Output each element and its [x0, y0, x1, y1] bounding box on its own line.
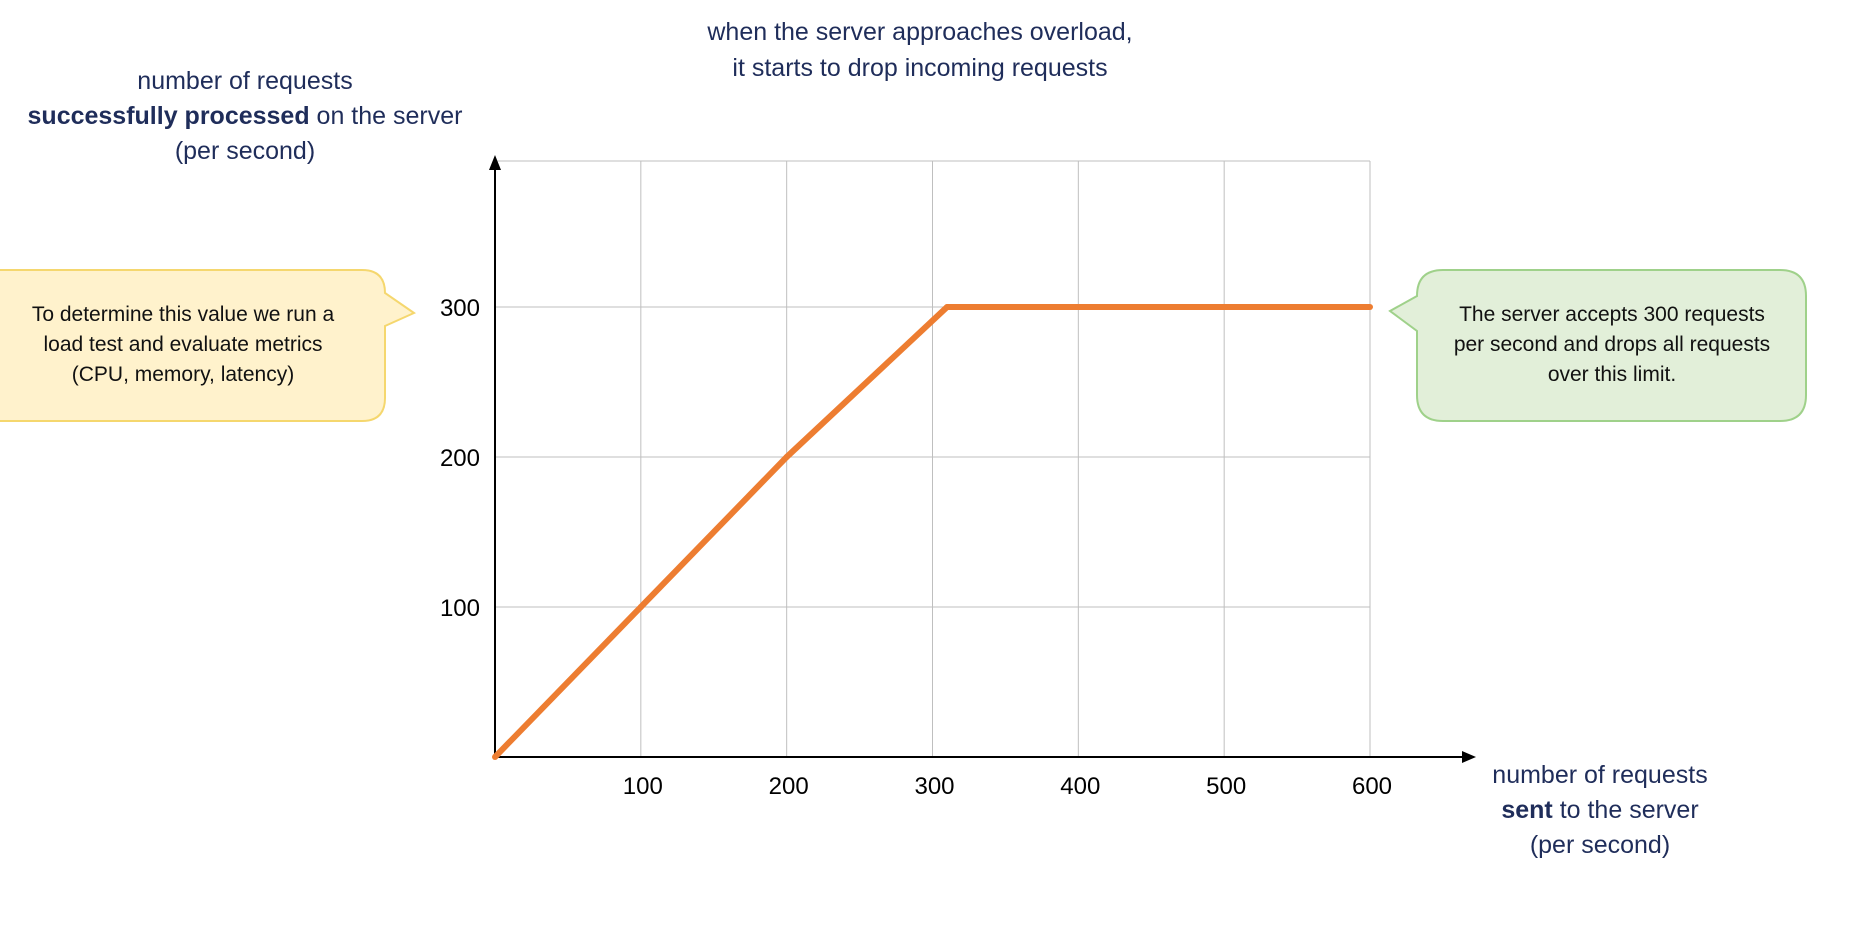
y-axis-arrow — [489, 155, 501, 170]
data-point-0-2 — [783, 454, 790, 460]
x-tick-label-300: 300 — [914, 773, 954, 800]
data-point-0-5 — [1221, 304, 1228, 310]
y-axis-label: number of requests successfully processe… — [10, 64, 480, 169]
y-tick-label-200: 200 — [440, 445, 480, 472]
series-layer — [492, 304, 1373, 760]
data-point-0-3 — [944, 304, 951, 310]
right-callout-line2: per second and drops all requests — [1453, 333, 1771, 356]
x-tick-label-500: 500 — [1206, 773, 1246, 800]
y-axis-label-bold: successfully processed — [27, 102, 310, 130]
x-axis-label-line2: sent to the server — [1450, 793, 1750, 828]
data-point-0-4 — [1075, 304, 1082, 310]
x-tick-label-400: 400 — [1060, 773, 1100, 800]
left-callout-line3: (CPU, memory, latency) — [71, 363, 295, 386]
left-callout-bubble — [0, 269, 417, 422]
x-axis-label-line3: (per second) — [1529, 831, 1671, 859]
tick-labels: 100 200 300 400 500 600 100 200 300 — [440, 295, 1392, 800]
left-callout-line1: To determine this value we run a — [31, 303, 335, 326]
grid — [495, 160, 1371, 757]
x-tick-label-200: 200 — [769, 773, 809, 800]
y-axis-label-line2: successfully processed on the server — [10, 99, 480, 134]
y-tick-label-300: 300 — [440, 295, 480, 322]
right-callout-line3: over this limit. — [1547, 363, 1677, 386]
chart-title: when the server approaches overload, it … — [620, 14, 1220, 86]
data-point-0-1 — [637, 604, 644, 610]
x-axis-label-line1: number of requests — [1492, 761, 1708, 789]
x-axis-label: number of requests sent to the server (p… — [1450, 758, 1750, 863]
left-callout-text: To determine this value we run a load te… — [8, 300, 358, 390]
chart-title-line2: it starts to drop incoming requests — [732, 54, 1108, 82]
x-axis-arrow — [1462, 751, 1476, 763]
y-axis-label-rest: on the server — [309, 102, 463, 130]
y-tick-label-100: 100 — [440, 595, 480, 622]
x-axis-label-bold: sent — [1501, 796, 1553, 824]
right-callout-line1: The server accepts 300 requests — [1459, 303, 1765, 326]
x-axis-label-rest: to the server — [1552, 796, 1699, 824]
y-axis-label-line3: (per second) — [174, 137, 316, 165]
left-callout-line2: load test and evaluate metrics — [43, 333, 323, 356]
axes — [489, 155, 1476, 763]
right-callout-bubble — [1388, 269, 1807, 422]
data-point-0-0 — [492, 754, 498, 760]
y-axis-label-line1: number of requests — [137, 67, 353, 95]
data-point-0-6 — [1367, 304, 1373, 310]
chart-title-line1: when the server approaches overload, — [707, 18, 1133, 46]
x-tick-label-600: 600 — [1352, 773, 1392, 800]
x-tick-label-100: 100 — [623, 773, 663, 800]
right-callout-text: The server accepts 300 requests per seco… — [1432, 300, 1792, 390]
